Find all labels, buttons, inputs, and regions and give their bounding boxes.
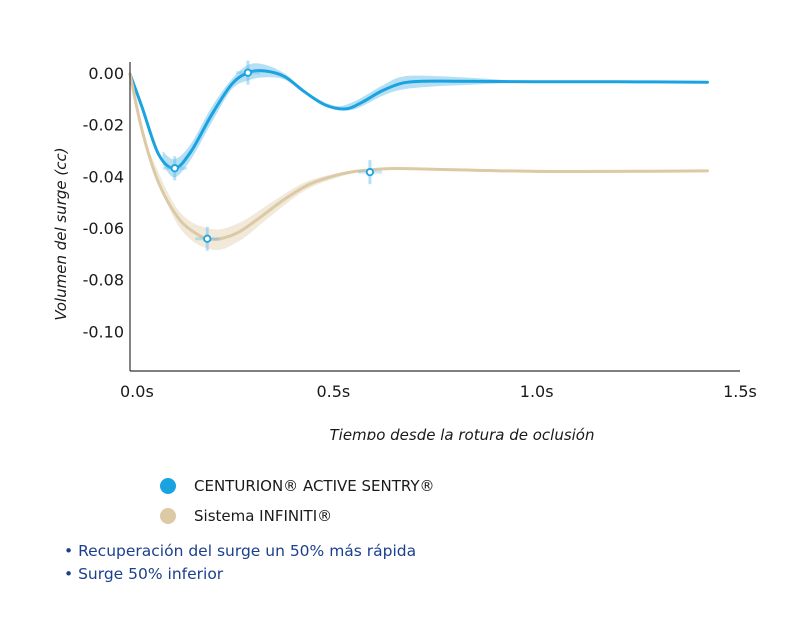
series-lines bbox=[128, 69, 709, 241]
series-markers bbox=[162, 60, 382, 251]
marker-infiniti-1 bbox=[365, 168, 375, 177]
legend-label-centurion: CENTURION® ACTIVE SENTRY® bbox=[194, 477, 435, 495]
marker-centurion-1 bbox=[243, 68, 253, 77]
marker-infiniti-0 bbox=[203, 234, 212, 243]
line-infiniti bbox=[128, 72, 709, 241]
x-tick-labels: 0.0s 0.5s 1.0s 1.5s bbox=[120, 382, 757, 401]
legend-swatch-centurion bbox=[160, 478, 176, 494]
legend: CENTURION® ACTIVE SENTRY® Sistema INFINI… bbox=[160, 474, 435, 534]
x-tick-label: 0.0s bbox=[120, 382, 154, 401]
legend-swatch-infiniti bbox=[160, 508, 176, 524]
marker-centurion-0 bbox=[170, 164, 179, 173]
key-points-list: • Recuperación del surge un 50% más rápi… bbox=[64, 540, 416, 586]
y-tick-label: -0.04 bbox=[83, 167, 124, 186]
key-point-lower-surge: • Surge 50% inferior bbox=[64, 565, 224, 583]
y-tick-label: -0.06 bbox=[83, 219, 124, 238]
x-axis-title: Tiempo desde la rotura de oclusión bbox=[330, 426, 595, 440]
y-tick-label: -0.02 bbox=[83, 116, 124, 135]
y-tick-label: -0.10 bbox=[83, 322, 124, 341]
y-tick-label: -0.08 bbox=[83, 271, 124, 290]
confidence-bands bbox=[150, 63, 521, 251]
x-tick-label: 1.0s bbox=[520, 382, 554, 401]
x-tick-label: 0.5s bbox=[316, 382, 350, 401]
y-tick-labels: 0.00 -0.02 -0.04 -0.06 -0.08 -0.10 bbox=[83, 64, 124, 341]
y-tick-label: 0.00 bbox=[88, 64, 124, 83]
line-centurion bbox=[128, 69, 709, 170]
legend-label-infiniti: Sistema INFINITI® bbox=[194, 507, 333, 525]
x-tick-label: 1.5s bbox=[723, 382, 757, 401]
legend-item-centurion: CENTURION® ACTIVE SENTRY® bbox=[160, 474, 435, 498]
band-infiniti bbox=[150, 154, 374, 251]
key-point-faster-recovery: • Recuperación del surge un 50% más rápi… bbox=[64, 542, 417, 560]
legend-item-infiniti: Sistema INFINITI® bbox=[160, 504, 435, 528]
surge-volume-chart: 0.00 -0.02 -0.04 -0.06 -0.08 -0.10 0.0s 0.5s 1.… bbox=[52, 60, 757, 440]
y-axis-title: Volumen del surge (cc) bbox=[52, 147, 70, 320]
